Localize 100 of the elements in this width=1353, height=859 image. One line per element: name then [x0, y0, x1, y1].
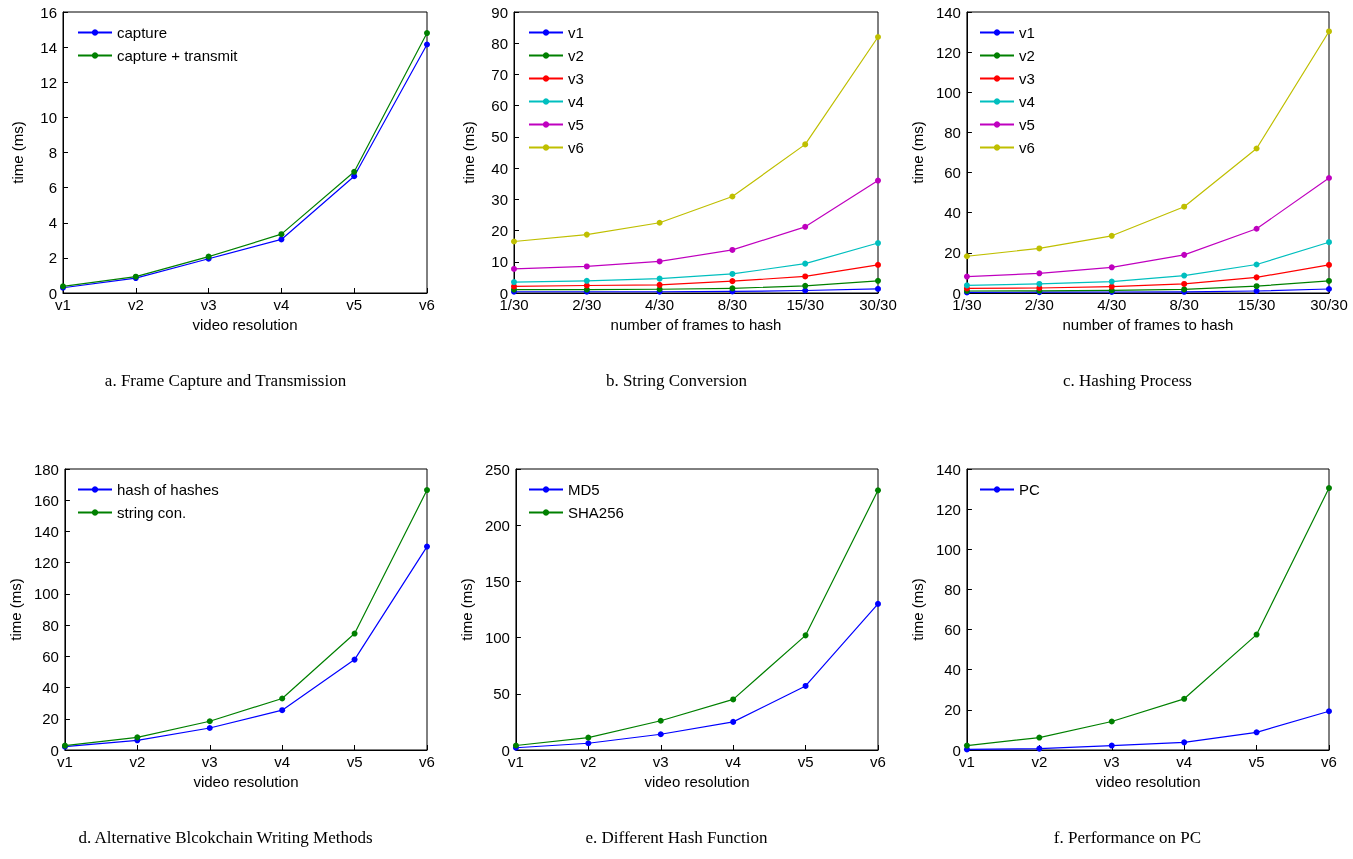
legend-label: MD5	[568, 481, 600, 498]
x-tick-label: v5	[346, 753, 363, 770]
x-axis-title: video resolution	[644, 773, 750, 790]
x-tick-label: v1	[55, 296, 71, 313]
y-tick-label: 14	[40, 38, 57, 56]
legend-label: v1	[1019, 24, 1035, 41]
x-tick-label: v2	[580, 753, 597, 770]
x-tick-label: 8/30	[1169, 296, 1199, 313]
y-axis-title: time (ms)	[460, 121, 477, 184]
y-tick-label: 150	[484, 572, 510, 590]
legend-label: string con.	[117, 504, 187, 521]
y-axis-title: time (ms)	[909, 121, 926, 184]
y-tick-label: 60	[944, 621, 961, 639]
legend-label: v2	[1019, 47, 1035, 64]
text: c. Hashing Process	[1063, 371, 1192, 390]
x-tick-label: v5	[1248, 753, 1265, 770]
y-tick-label: 160	[33, 491, 59, 509]
y-tick-label: 140	[33, 522, 59, 540]
y-tick-label: 12	[40, 73, 57, 91]
x-tick-label: v2	[127, 296, 144, 313]
y-tick-label: 80	[42, 616, 59, 634]
y-tick-label: 40	[491, 159, 508, 177]
x-tick-label: v2	[1031, 753, 1048, 770]
y-tick-label: 120	[33, 554, 59, 572]
y-tick-label: 4	[48, 214, 57, 232]
x-tick-label: v6	[419, 753, 435, 770]
x-tick-label: v4	[725, 753, 742, 770]
legend-label: v3	[568, 70, 584, 87]
legend-label: v6	[1019, 139, 1035, 156]
legend-label: capture + transmit	[117, 47, 239, 64]
x-tick-label: v3	[652, 753, 669, 770]
x-axis-title: video resolution	[192, 316, 298, 333]
x-tick-label: 4/30	[645, 296, 675, 313]
legend-label: v1	[568, 24, 584, 41]
y-tick-label: 40	[944, 204, 961, 222]
y-tick-label: 50	[493, 685, 510, 703]
x-tick-label: v6	[870, 753, 886, 770]
x-tick-label: v4	[273, 296, 290, 313]
legend-label: hash of hashes	[117, 481, 219, 498]
y-axis-title: time (ms)	[7, 578, 24, 641]
x-tick-label: 2/30	[572, 296, 602, 313]
y-tick-label: 40	[42, 679, 59, 697]
x-tick-label: v4	[1176, 753, 1193, 770]
y-tick-label: 6	[48, 179, 57, 197]
y-tick-label: 20	[944, 701, 961, 719]
legend-label: v5	[1019, 116, 1035, 133]
y-tick-label: 70	[491, 65, 508, 83]
y-tick-label: 100	[935, 540, 961, 558]
y-tick-label: 100	[935, 83, 961, 101]
y-tick-label: 180	[33, 460, 59, 478]
x-tick-label: 30/30	[1310, 296, 1348, 313]
text: b. String Conversion	[605, 371, 748, 390]
y-tick-label: 60	[42, 647, 59, 665]
y-tick-label: 40	[944, 661, 961, 679]
x-tick-label: v1	[959, 753, 975, 770]
y-tick-label: 80	[944, 123, 961, 141]
x-tick-label: 2/30	[1024, 296, 1054, 313]
x-tick-label: v5	[346, 296, 363, 313]
x-tick-label: v2	[129, 753, 146, 770]
legend-label: v6	[568, 139, 584, 156]
x-tick-label: v3	[200, 296, 217, 313]
y-tick-label: 80	[491, 34, 508, 52]
x-axis-title: number of frames to hash	[1062, 316, 1234, 333]
legend-label: v4	[1019, 93, 1035, 110]
y-tick-label: 10	[491, 253, 508, 271]
y-tick-label: 250	[484, 460, 510, 478]
x-axis-title: video resolution	[193, 773, 299, 790]
y-tick-label: 200	[484, 516, 510, 534]
y-axis-title: time (ms)	[909, 578, 926, 641]
y-tick-label: 50	[491, 128, 508, 146]
x-tick-label: v1	[508, 753, 524, 770]
x-tick-label: 4/30	[1097, 296, 1127, 313]
x-tick-label: 8/30	[717, 296, 747, 313]
y-tick-label: 140	[935, 460, 961, 478]
x-tick-label: v4	[274, 753, 291, 770]
y-tick-label: 2	[48, 249, 57, 267]
text: f. Performance on PC	[1053, 828, 1202, 847]
x-axis-title: video resolution	[1095, 773, 1201, 790]
x-tick-label: v6	[1321, 753, 1337, 770]
y-tick-label: 80	[944, 580, 961, 598]
x-tick-label: v1	[57, 753, 73, 770]
y-tick-label: 60	[944, 164, 961, 182]
legend-label: PC	[1019, 481, 1040, 498]
y-tick-label: 0	[952, 741, 961, 759]
y-tick-label: 20	[491, 222, 508, 240]
y-tick-label: 140	[935, 3, 961, 21]
x-tick-label: v3	[1103, 753, 1120, 770]
text: d. Alternative Blcokchain Writing Methods	[78, 828, 373, 847]
y-tick-label: 100	[484, 629, 510, 647]
x-tick-label: 15/30	[786, 296, 824, 313]
x-tick-label: v5	[797, 753, 814, 770]
x-tick-label: 15/30	[1237, 296, 1276, 313]
y-tick-label: 120	[935, 500, 961, 518]
x-tick-label: v3	[201, 753, 218, 770]
y-tick-label: 30	[491, 190, 508, 208]
y-tick-label: 0	[48, 284, 57, 302]
text: a. Frame Capture and Transmission	[104, 371, 347, 390]
x-tick-label: 30/30	[859, 296, 897, 313]
x-axis-title: number of frames to hash	[610, 316, 782, 333]
y-tick-label: 16	[40, 3, 57, 21]
